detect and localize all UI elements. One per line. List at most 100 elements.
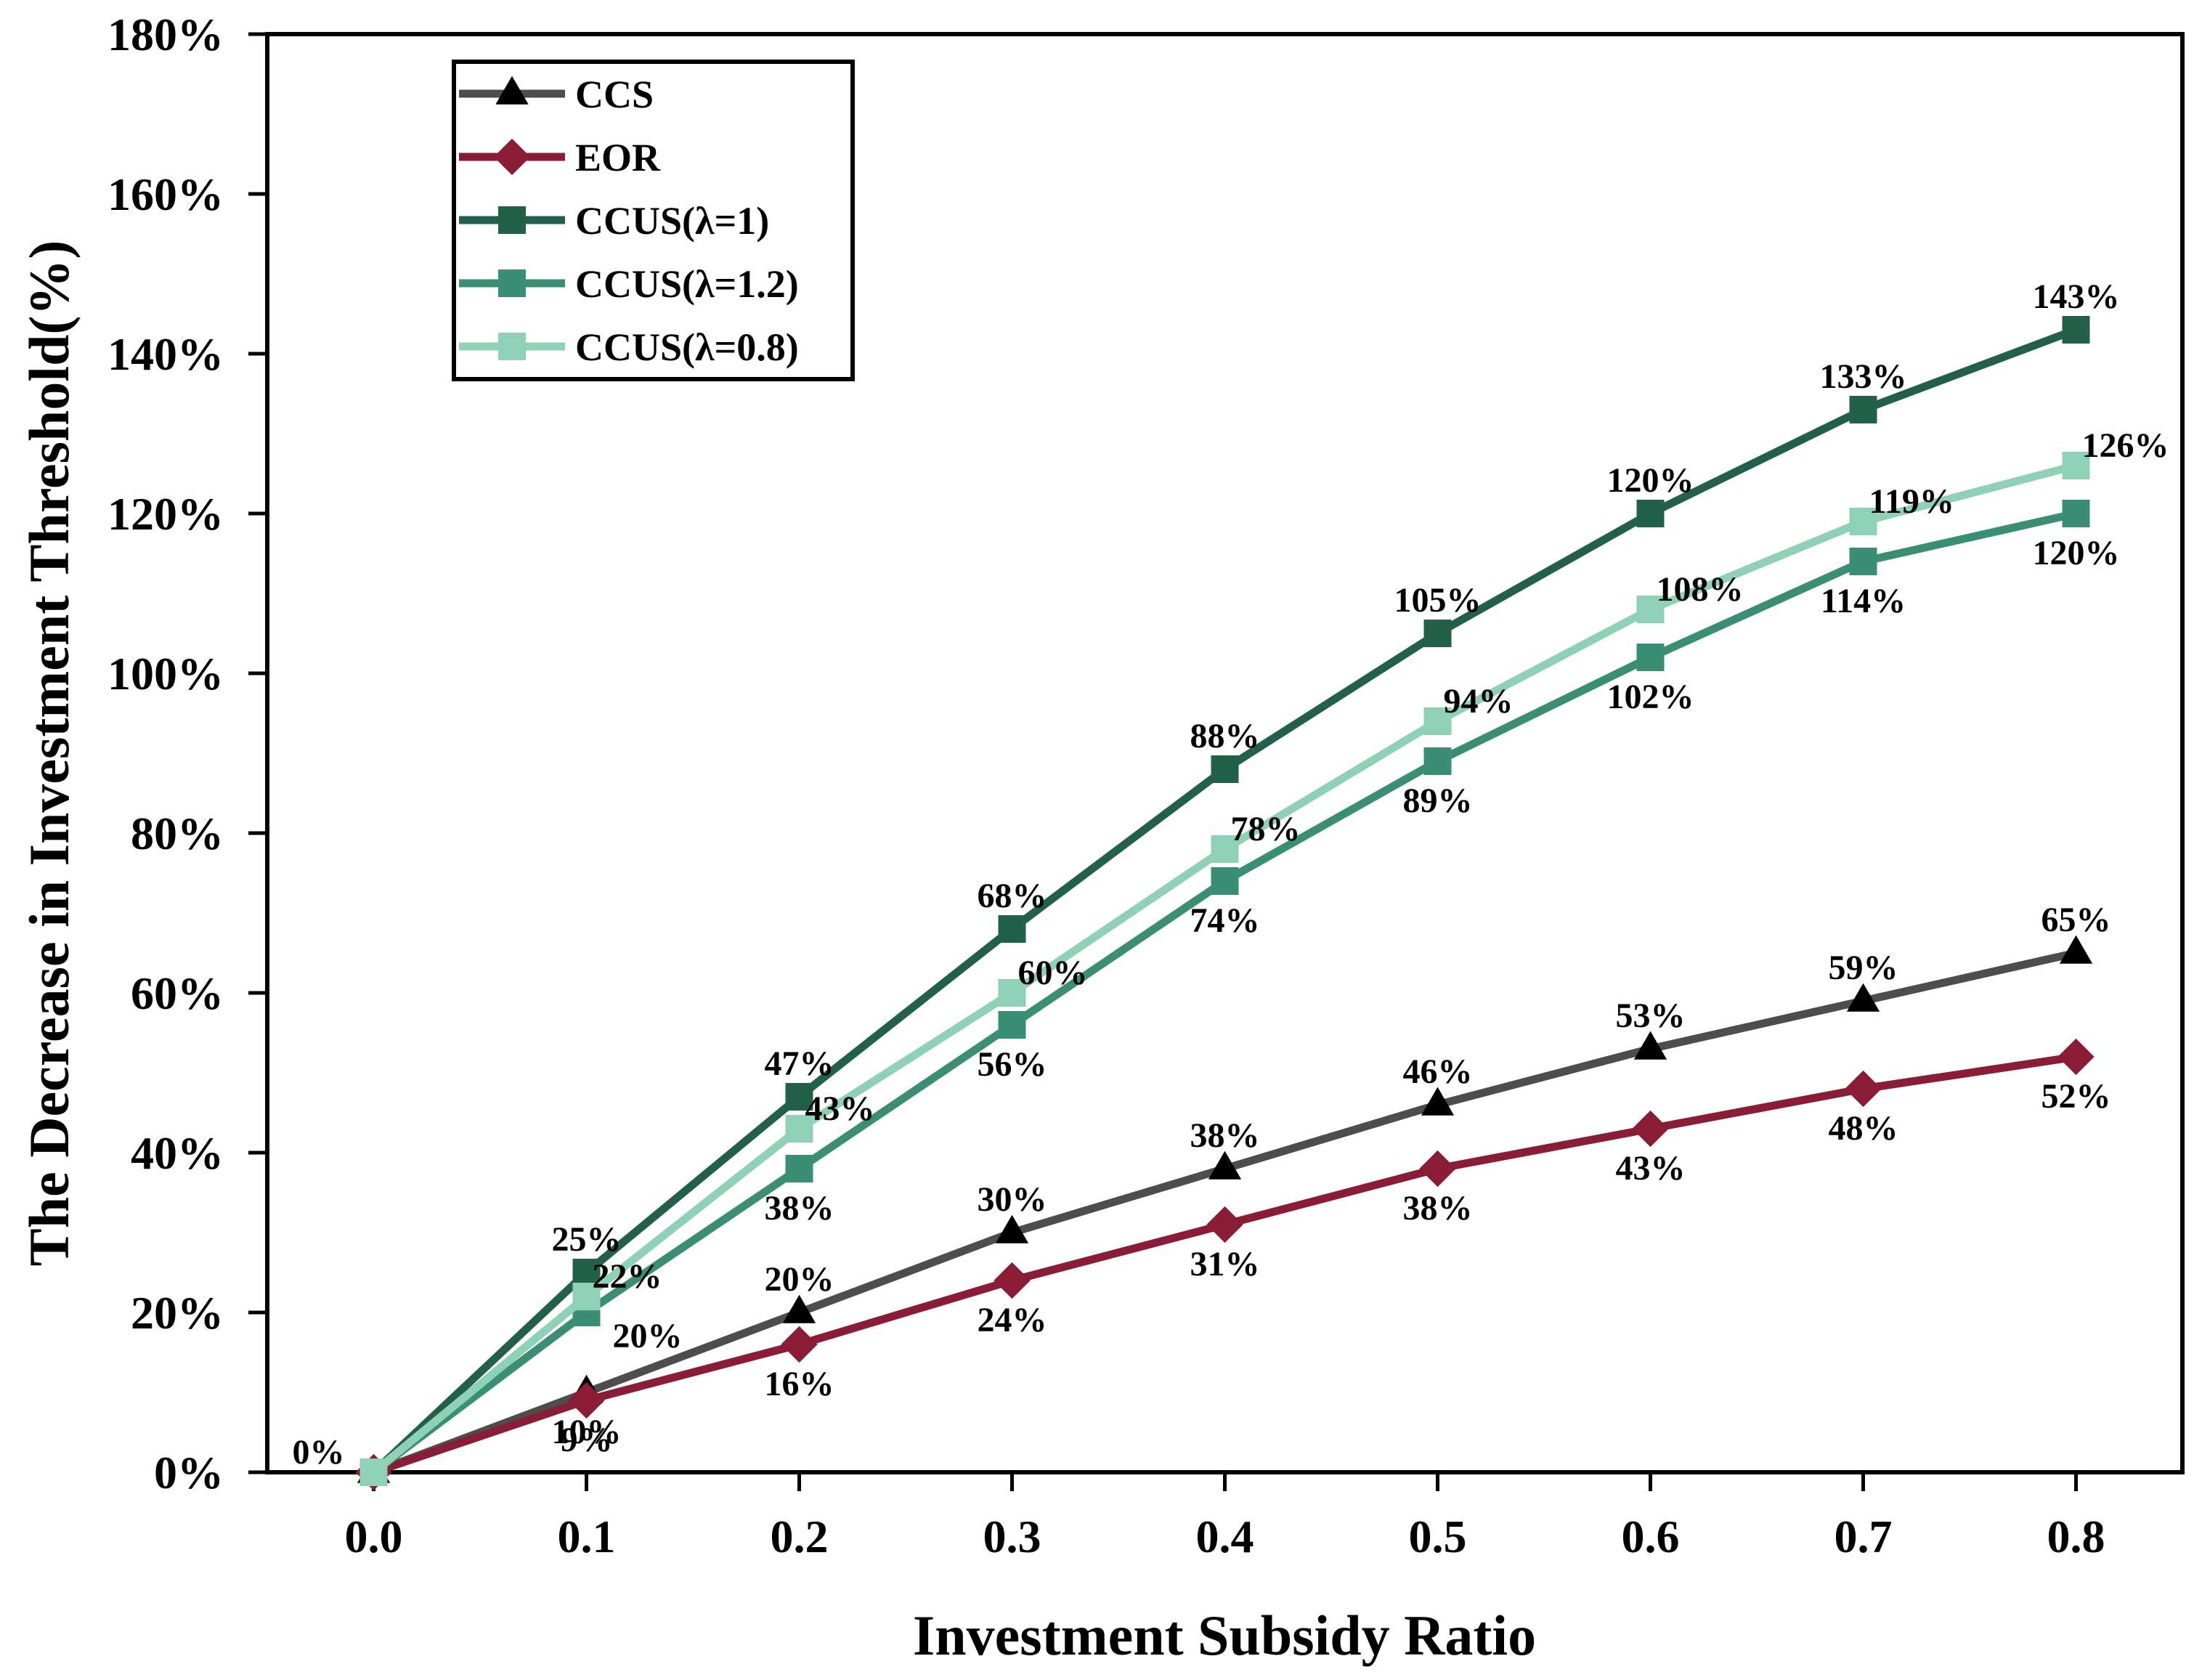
data-label: 30% (978, 1180, 1047, 1219)
data-label: 120% (1607, 461, 1694, 500)
data-point (1206, 1206, 1243, 1243)
data-label: 65% (2041, 901, 2111, 939)
data-label: 20% (765, 1260, 834, 1299)
x-tick-label: 0.6 (1622, 1511, 1680, 1562)
x-tick-label: 0.3 (983, 1511, 1041, 1562)
data-point (1633, 1031, 1667, 1060)
data-label: 105% (1394, 581, 1482, 620)
data-label: 22% (593, 1257, 662, 1296)
data-point (572, 1259, 601, 1286)
data-point (1208, 1151, 1242, 1180)
data-point (1849, 508, 1877, 535)
x-tick-label: 0.8 (2047, 1511, 2105, 1562)
data-point (2062, 452, 2090, 479)
y-tick-label: 140% (107, 328, 224, 380)
data-label: 78% (1231, 810, 1301, 848)
legend-label: EOR (575, 136, 661, 179)
data-label: 38% (765, 1189, 834, 1227)
x-tick-label: 0.0 (345, 1511, 403, 1562)
data-label: 143% (2033, 277, 2120, 316)
data-label: 16% (765, 1365, 834, 1403)
legend-label: CCS (575, 73, 654, 116)
data-point (785, 1155, 813, 1182)
legend-label: CCUS(λ=0.8) (575, 325, 799, 369)
data-point (781, 1326, 818, 1363)
legend-item-ccus-1-2: CCUS(λ=1.2) (459, 262, 799, 306)
legend-label: CCUS(λ=1.2) (575, 262, 799, 306)
data-point (1211, 867, 1239, 895)
data-label: 52% (2041, 1077, 2111, 1116)
data-label: 31% (1190, 1245, 1260, 1283)
y-tick-label: 180% (107, 9, 224, 60)
data-label: 10% (552, 1413, 622, 1451)
data-point (1636, 500, 1665, 527)
data-point (785, 1115, 813, 1143)
series-layer (355, 316, 2095, 1491)
data-label: 74% (1190, 901, 1260, 940)
data-point (998, 915, 1026, 943)
data-label: 9% (561, 1421, 613, 1459)
data-label: 119% (1869, 482, 1954, 521)
data-point (785, 1083, 813, 1111)
legend: CCS EOR CCUS(λ=1) CCUS(λ=1.2) CCUS(λ=0.8) (452, 60, 855, 381)
data-point (782, 1294, 816, 1323)
data-label: 60% (1018, 954, 1088, 992)
x-tick-label: 0.2 (771, 1511, 829, 1562)
data-label: 48% (1829, 1109, 1898, 1148)
data-point (1423, 707, 1452, 735)
y-tick-label: 80% (131, 808, 224, 859)
data-point (1421, 1087, 1455, 1116)
legend-marker (498, 269, 526, 297)
data-point (2057, 1038, 2095, 1076)
legend-marker (495, 76, 529, 105)
x-tick-label: 0.7 (1835, 1511, 1893, 1562)
data-label: 20% (613, 1317, 683, 1355)
data-label: 114% (1821, 582, 1906, 620)
legend-item-ccus-0-8: CCUS(λ=0.8) (459, 325, 799, 369)
x-axis-title: Investment Subsidy Ratio (913, 1604, 1536, 1667)
y-tick-label: 0% (154, 1447, 224, 1498)
legend-label: CCUS(λ=1) (575, 199, 769, 243)
data-label: 120% (2033, 534, 2120, 572)
data-point (1636, 596, 1665, 623)
data-label: 68% (978, 877, 1047, 915)
data-label: 88% (1190, 717, 1260, 755)
data-point (1849, 396, 1877, 423)
data-point (2062, 316, 2090, 344)
legend-marker (498, 333, 526, 360)
data-labels: 0% 10% 20% 30% 38% 46% 53% 59% 65% 9% 16% 24% 31% 38%… (293, 277, 2169, 1472)
y-tick-label: 100% (107, 648, 224, 699)
data-point (995, 1214, 1029, 1243)
data-label: 89% (1403, 782, 1473, 820)
x-tick-label: 0.5 (1409, 1511, 1467, 1562)
y-axis: 0% 20% 40% 60% 80% 100% 120% 140% 160% 180% (107, 9, 267, 1498)
data-point (568, 1381, 605, 1419)
data-point (359, 1458, 388, 1486)
data-label: 47% (765, 1044, 834, 1083)
x-tick-label: 0.1 (558, 1511, 616, 1562)
data-label: 56% (978, 1045, 1047, 1084)
data-point (1211, 835, 1239, 863)
y-axis-title: The Decrease in Investment Threshold(%) (17, 240, 81, 1267)
data-label: 102% (1607, 678, 1694, 716)
data-label: 0% (293, 1433, 345, 1472)
series-ccus-1 (359, 316, 2090, 1486)
data-label: 59% (1829, 949, 1898, 987)
data-point (1423, 747, 1452, 775)
legend-item-eor: EOR (459, 136, 661, 179)
data-point (1849, 548, 1877, 575)
data-label: 126% (2082, 426, 2169, 465)
data-label: 43% (805, 1089, 875, 1128)
data-point (994, 1262, 1031, 1299)
data-point (1845, 1070, 1882, 1108)
data-point (1211, 755, 1239, 783)
data-point (572, 1283, 601, 1310)
y-tick-label: 120% (107, 488, 224, 540)
data-label: 94% (1444, 682, 1514, 721)
series-ccus-0-8 (359, 452, 2090, 1486)
legend-item-ccus-1: CCUS(λ=1) (459, 199, 769, 243)
y-tick-label: 20% (131, 1287, 224, 1339)
data-label: 24% (978, 1301, 1047, 1339)
y-tick-label: 60% (131, 967, 224, 1019)
